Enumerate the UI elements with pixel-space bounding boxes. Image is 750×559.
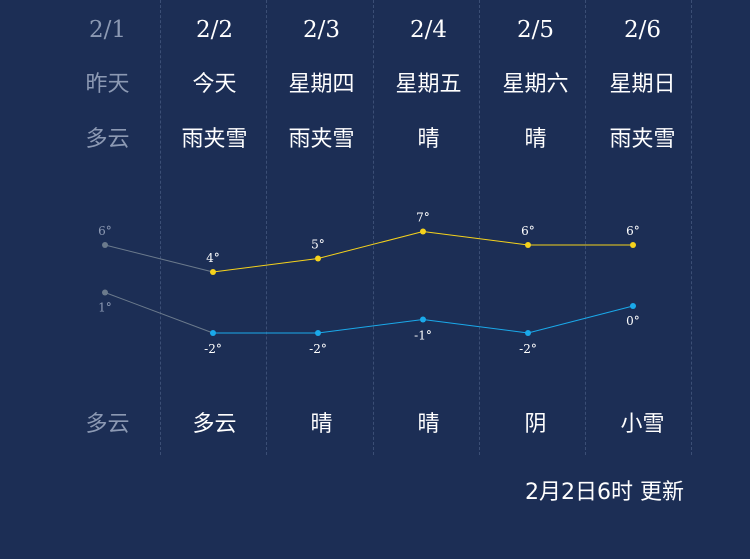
date-label: 2/6	[623, 17, 661, 43]
column-divider	[479, 0, 480, 455]
high-temp-point	[315, 255, 321, 262]
day-weather-label: 晴	[417, 127, 440, 152]
high-temp-label: 6°	[626, 224, 640, 238]
high-temp-point	[420, 228, 426, 235]
weekday-label: 星期四	[288, 72, 355, 97]
column-divider	[691, 0, 692, 455]
high-temp-label: 6°	[521, 224, 535, 238]
low-temp-point	[102, 289, 108, 296]
weekday-label: 星期六	[502, 72, 569, 97]
low-temp-label: -2°	[519, 342, 537, 356]
day-weather-label: 雨夹雪	[288, 127, 355, 152]
low-temp-point	[315, 330, 321, 336]
weekday-label: 今天	[192, 72, 237, 97]
high-temp-point	[630, 242, 636, 248]
date-label: 2/4	[409, 17, 447, 43]
high-temp-point	[102, 242, 108, 248]
low-temp-point	[420, 316, 426, 323]
update-time: 2月2日6时 更新	[525, 480, 684, 505]
date-label: 2/1	[88, 17, 126, 43]
high-temp-label: 4°	[206, 251, 220, 265]
low-temp-line-segment	[104, 292, 214, 334]
high-temp-point	[525, 242, 531, 248]
low-temp-label: -2°	[204, 342, 222, 356]
weekday-label: 星期日	[609, 72, 676, 97]
low-temp-point	[525, 330, 531, 336]
day-weather-label: 多云	[85, 127, 130, 152]
low-temp-label: 1°	[98, 301, 112, 315]
column-divider	[266, 0, 267, 455]
high-temp-line-segment	[104, 244, 214, 273]
low-temp-point	[210, 330, 216, 336]
weekday-label: 星期五	[395, 72, 462, 97]
night-weather-label: 多云	[85, 412, 130, 437]
low-temp-line-segment	[317, 319, 424, 334]
high-temp-point	[210, 269, 216, 275]
high-temp-line-segment	[422, 231, 529, 246]
date-label: 2/3	[302, 17, 340, 43]
column-divider	[160, 0, 161, 455]
low-temp-line-segment	[422, 319, 529, 334]
low-temp-point	[630, 303, 636, 309]
low-temp-label: -2°	[309, 342, 327, 356]
night-weather-label: 阴	[524, 412, 547, 437]
night-weather-label: 晴	[310, 412, 333, 437]
low-temp-label: -1°	[414, 329, 432, 343]
column-divider	[373, 0, 374, 455]
high-temp-line-segment	[317, 231, 424, 259]
low-temp-label: 0°	[626, 314, 640, 328]
day-weather-label: 晴	[524, 127, 547, 152]
weekday-label: 昨天	[85, 72, 130, 97]
day-weather-label: 雨夹雪	[609, 127, 676, 152]
column-divider	[585, 0, 586, 455]
night-weather-label: 小雪	[620, 412, 665, 437]
night-weather-label: 多云	[192, 412, 237, 437]
high-temp-line-segment	[212, 258, 319, 273]
day-weather-label: 雨夹雪	[181, 127, 248, 152]
high-temp-label: 5°	[311, 238, 325, 252]
date-label: 2/2	[195, 17, 233, 43]
high-temp-label: 7°	[416, 211, 430, 225]
night-weather-label: 晴	[417, 412, 440, 437]
high-temp-label: 6°	[98, 224, 112, 238]
low-temp-line-segment	[527, 305, 634, 334]
date-label: 2/5	[516, 17, 554, 43]
